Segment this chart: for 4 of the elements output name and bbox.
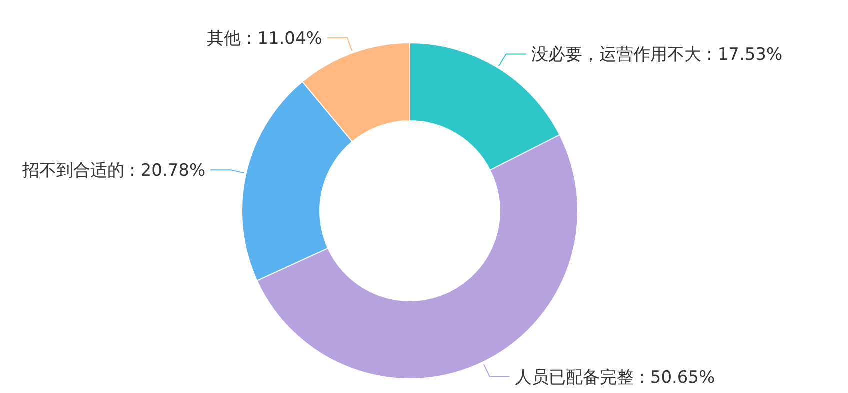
slice-label: 招不到合适的 : 20.78% — [21, 161, 206, 182]
slice-label: 其他 : 11.04% — [207, 28, 322, 49]
slice-label: 人员已配备完整 : 50.65% — [514, 368, 716, 388]
slice-label: 没必要，运营作用不大 : 17.53% — [531, 45, 783, 66]
